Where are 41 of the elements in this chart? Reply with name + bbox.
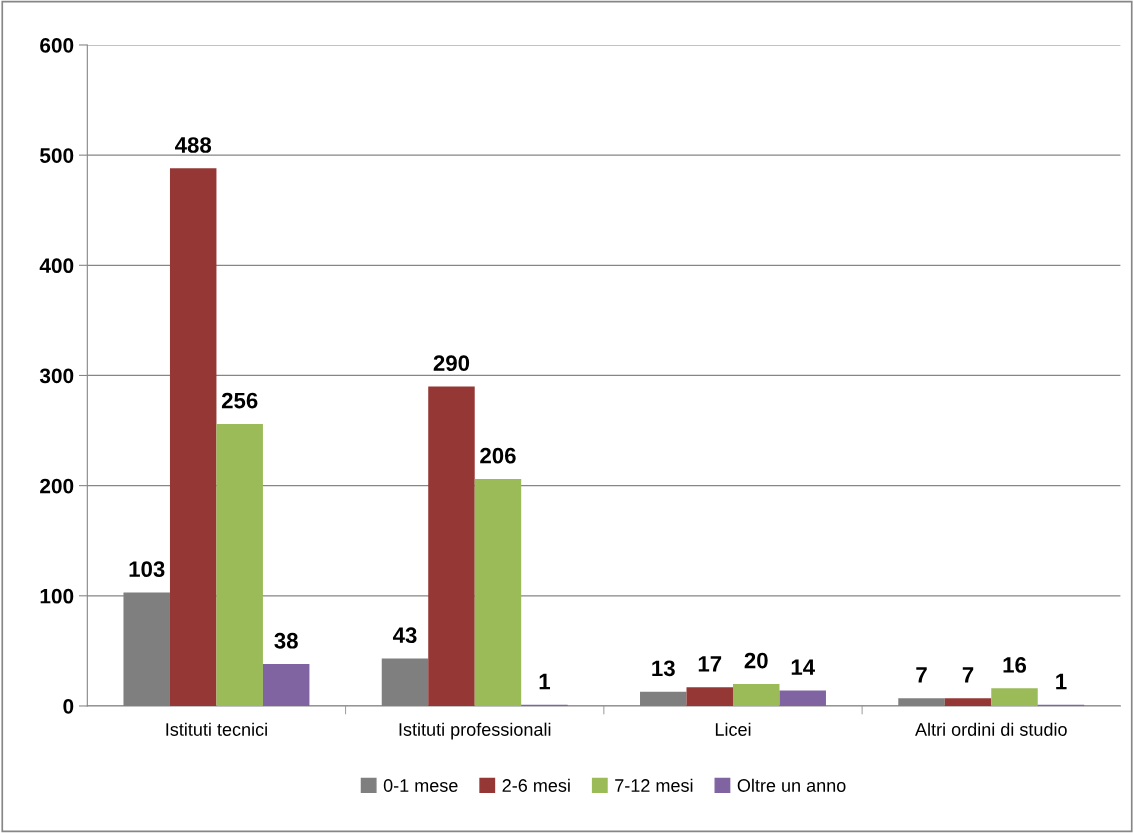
data-label: 1 — [539, 673, 551, 690]
data-label: 256 — [221, 392, 258, 409]
bar — [944, 698, 992, 706]
x-tick-label: Altri ordini di studio — [915, 722, 1067, 736]
bar — [991, 688, 1038, 706]
data-label: 13 — [652, 660, 675, 677]
y-tick-label: 300 — [39, 368, 74, 384]
bar — [686, 687, 733, 706]
data-label: 16 — [1003, 657, 1027, 673]
legend-label: 2-6 mesi — [502, 778, 570, 792]
data-label: 290 — [433, 355, 470, 371]
data-label: 103 — [129, 561, 165, 578]
y-tick-label: 600 — [40, 37, 74, 53]
x-tick-label: Istituti professionali — [399, 722, 551, 740]
data-label: 7 — [962, 667, 974, 683]
data-label: 1 — [1056, 673, 1067, 690]
bar — [732, 683, 780, 706]
bar — [428, 386, 475, 706]
data-label: 14 — [791, 659, 815, 675]
legend-label: 7-12 mesi — [615, 778, 693, 792]
data-label: 20 — [744, 652, 768, 669]
bar — [262, 664, 310, 706]
data-label: 7 — [916, 667, 927, 683]
bar — [779, 690, 826, 706]
y-tick-label: 500 — [40, 148, 74, 163]
y-tick-label: 100 — [40, 588, 74, 604]
y-tick-label: 200 — [40, 478, 74, 494]
data-label: 17 — [698, 656, 722, 672]
bar — [216, 423, 263, 706]
bar — [169, 168, 217, 706]
data-label: 38 — [274, 632, 298, 649]
data-label: 488 — [175, 137, 212, 153]
data-label: 206 — [480, 447, 516, 464]
legend-label: 0-1 mese — [383, 779, 458, 792]
y-tick-label: 400 — [39, 258, 74, 274]
legend-label: Oltre un anno — [737, 778, 846, 792]
bar — [474, 479, 522, 706]
x-tick-label: Istituti tecnici — [166, 722, 267, 736]
data-label: 43 — [392, 627, 417, 644]
x-tick-label: Licei — [715, 722, 751, 736]
y-tick-label: 0 — [63, 698, 74, 714]
